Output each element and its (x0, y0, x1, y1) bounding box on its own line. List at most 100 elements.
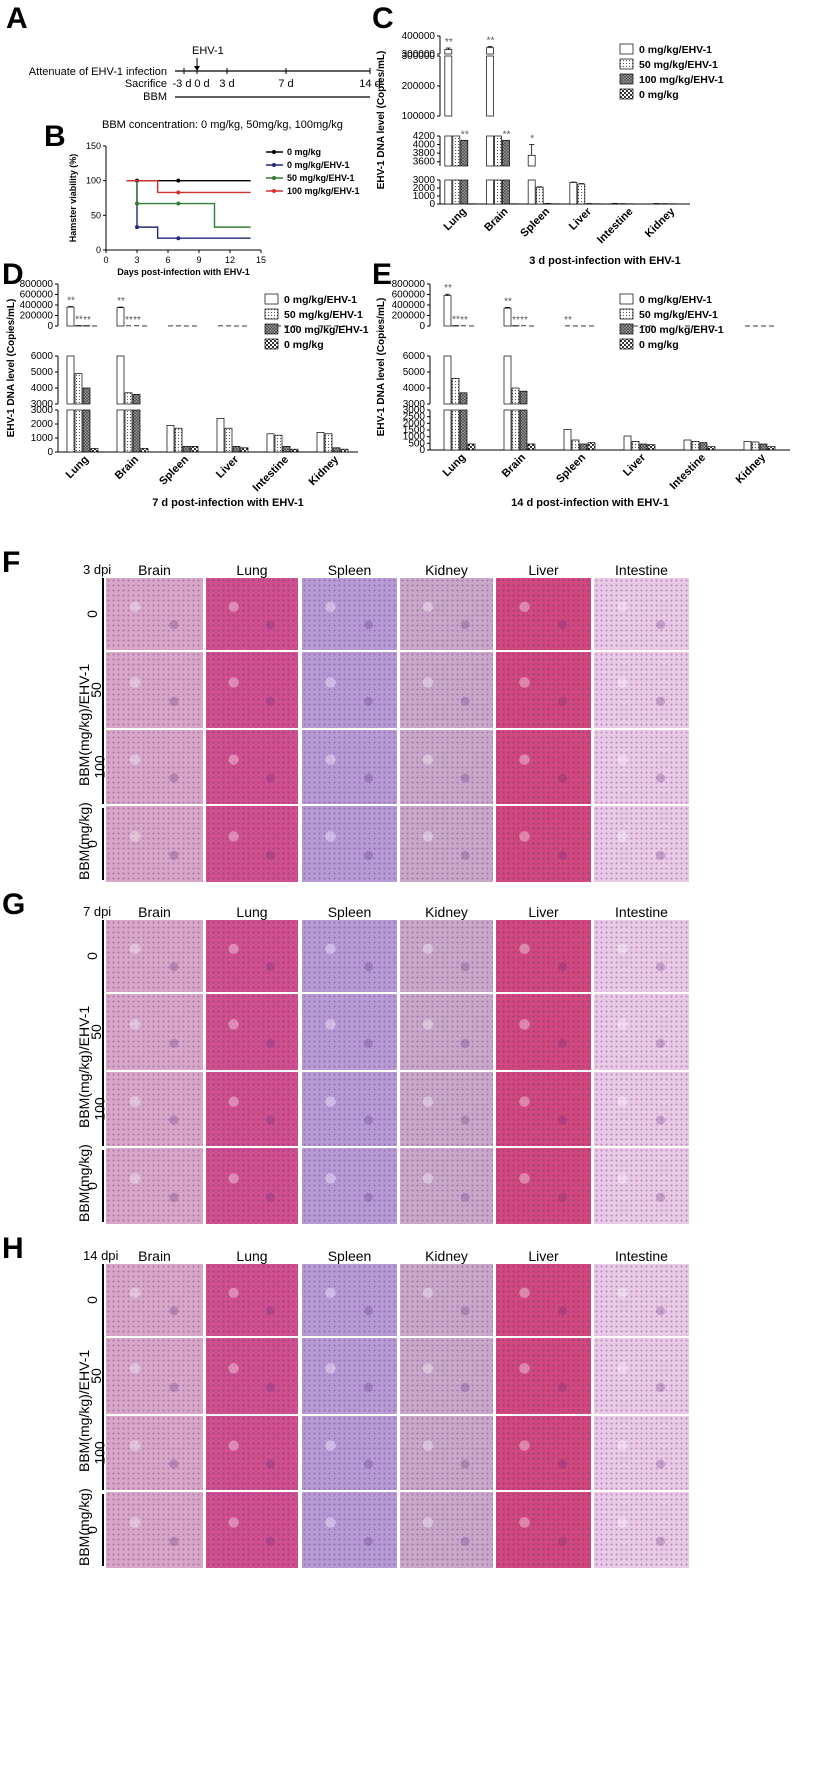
bar (132, 409, 141, 453)
bar (767, 446, 776, 451)
category-label: Intestine (668, 452, 708, 492)
legend-swatch (264, 293, 279, 305)
tissue-column-header: Liver (528, 1248, 559, 1264)
legend-marker (272, 176, 276, 180)
histology-image-kidney (400, 994, 493, 1070)
y-axis-label: Hamster viability (%) (68, 154, 78, 243)
histology-image-spleen (302, 652, 397, 728)
y-tick-label: 3600 (413, 157, 436, 168)
tissue-column-header: Kidney (425, 1248, 468, 1264)
bar (699, 442, 708, 451)
bar (751, 441, 760, 451)
histology-image-intestine (594, 1416, 689, 1490)
histology-image-spleen (302, 1492, 397, 1568)
category-label: Brain (113, 453, 142, 482)
histology-image-brain (106, 578, 203, 650)
bar (452, 135, 461, 167)
histology-image-brain (106, 1072, 203, 1146)
bar (444, 179, 453, 205)
bar (140, 448, 149, 453)
bar (116, 355, 125, 405)
legend-swatch (619, 73, 634, 85)
bar (443, 295, 452, 327)
legend-label: 50 mg/kg/EHV-1 (284, 309, 363, 321)
bar (74, 373, 83, 405)
histology-image-brain (106, 730, 203, 804)
dose-label: 100 (91, 755, 108, 779)
bar (691, 440, 700, 451)
series-line (126, 179, 251, 239)
y-tick-label: 0 (419, 445, 425, 456)
category-label: Kidney (307, 453, 342, 488)
tissue-column-header: Intestine (615, 904, 668, 920)
category-label: Liver (214, 453, 242, 481)
histology-image-lung (206, 1148, 298, 1224)
histology-image-brain (106, 1338, 203, 1414)
tissue-column-header: Kidney (425, 904, 468, 920)
legend-swatch (264, 323, 279, 335)
series-marker (176, 190, 181, 195)
bar (82, 409, 91, 453)
tissue-column-header: Spleen (327, 904, 372, 920)
series-marker (176, 178, 181, 183)
category-label: Lung (64, 454, 91, 481)
bar (443, 355, 452, 405)
histology-image-kidney (400, 1264, 493, 1336)
histology-panel-h: H 14 dpi Brain Lung Spleen Kidney Liver Intes… (0, 1232, 837, 1572)
histology-image-liver (496, 1072, 591, 1146)
histology-image-intestine (594, 730, 689, 804)
bar (743, 440, 752, 451)
tissue-column-header: Spleen (327, 1248, 372, 1264)
histology-image-spleen (302, 578, 397, 650)
histology-image-spleen (302, 1072, 397, 1146)
significance-stars: ** (460, 315, 468, 326)
legend-label: 100 mg/kg/EHV-1 (287, 186, 360, 196)
bbm-concentration: BBM concentration: 0 mg/kg, 50mg/kg, 100… (102, 119, 343, 131)
histology-image-lung (206, 806, 298, 882)
legend-marker (272, 150, 276, 154)
significance-stars: ** (83, 315, 91, 326)
bar (216, 418, 225, 453)
histology-image-spleen (302, 1148, 397, 1224)
series-marker (176, 201, 181, 206)
category-label: Lung (441, 206, 468, 233)
series-marker (176, 236, 181, 241)
bar (166, 425, 175, 453)
histology-image-lung (206, 994, 298, 1070)
bar (190, 446, 199, 453)
panel-letter-c: C (372, 2, 394, 35)
x-tick-label: 3 (134, 255, 139, 265)
y-tick-label: 4000 (413, 140, 436, 151)
histology-image-lung (206, 1492, 298, 1568)
histology-image-liver (496, 1338, 591, 1414)
bar (116, 307, 125, 327)
legend-swatch (619, 88, 634, 100)
histology-image-brain (106, 1148, 203, 1224)
bar (459, 409, 468, 451)
legend-marker (272, 163, 276, 167)
histology-image-liver (496, 1264, 591, 1336)
bar (587, 442, 596, 451)
significance-stars: ** (75, 315, 83, 326)
bar (174, 427, 183, 453)
histology-image-intestine (594, 1072, 689, 1146)
category-label: Liver (621, 451, 649, 479)
bar (527, 154, 536, 167)
histology-image-liver (496, 806, 591, 882)
tissue-column-header: Spleen (327, 562, 372, 578)
dna-chart-7d: 0200000400000600000800000300040005000600… (6, 279, 369, 509)
legend-label: 100 mg/kg/EHV-1 (639, 74, 724, 86)
histology-image-spleen (302, 1264, 397, 1336)
legend-swatch (619, 58, 634, 70)
histology-image-kidney (400, 806, 493, 882)
group-bracket (102, 578, 104, 804)
y-tick-label: 1000 (31, 433, 54, 444)
timeline-diagram: EHV-1 Attenuate of EHV-1 infection Sacri… (29, 45, 381, 131)
y-tick-label: 0 (47, 321, 53, 332)
bar (74, 409, 83, 453)
tissue-column-header: Intestine (615, 562, 668, 578)
y-tick-label: 400000 (402, 31, 436, 42)
significance-stars: ** (564, 315, 572, 326)
x-tick-label: 9 (196, 255, 201, 265)
category-label: Kidney (734, 451, 769, 486)
